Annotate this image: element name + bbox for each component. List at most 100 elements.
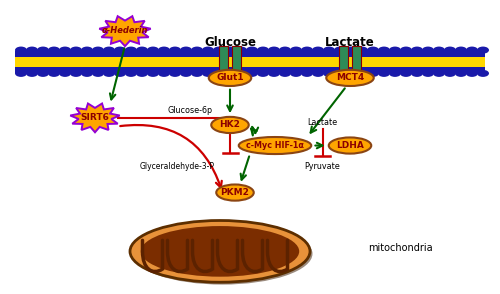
Bar xyxy=(232,46,241,77)
Circle shape xyxy=(466,70,478,77)
Text: Lactate: Lactate xyxy=(308,118,338,126)
Circle shape xyxy=(279,46,291,54)
Circle shape xyxy=(268,46,280,54)
Circle shape xyxy=(235,70,247,77)
Text: LDHA: LDHA xyxy=(336,141,364,150)
Text: Lactate: Lactate xyxy=(325,36,375,49)
Circle shape xyxy=(378,70,390,77)
Circle shape xyxy=(70,46,82,54)
Text: c-Myc HIF-1α: c-Myc HIF-1α xyxy=(246,141,304,150)
Circle shape xyxy=(169,70,181,77)
Circle shape xyxy=(147,46,159,54)
Circle shape xyxy=(180,46,192,54)
Bar xyxy=(339,46,348,77)
Text: Glucose-6p: Glucose-6p xyxy=(168,106,212,115)
Circle shape xyxy=(389,46,401,54)
Circle shape xyxy=(92,70,104,77)
Circle shape xyxy=(158,46,170,54)
Circle shape xyxy=(191,70,203,77)
Circle shape xyxy=(169,46,181,54)
Circle shape xyxy=(466,46,478,54)
Circle shape xyxy=(444,46,456,54)
Circle shape xyxy=(158,70,170,77)
Circle shape xyxy=(257,46,269,54)
Circle shape xyxy=(323,46,335,54)
Circle shape xyxy=(477,70,489,77)
Ellipse shape xyxy=(211,117,249,133)
Bar xyxy=(15,56,485,67)
Circle shape xyxy=(455,46,467,54)
Circle shape xyxy=(279,70,291,77)
Text: HK2: HK2 xyxy=(220,121,240,129)
Circle shape xyxy=(433,46,445,54)
Circle shape xyxy=(345,46,357,54)
Circle shape xyxy=(290,46,302,54)
Circle shape xyxy=(378,46,390,54)
Circle shape xyxy=(92,46,104,54)
Circle shape xyxy=(26,46,38,54)
Ellipse shape xyxy=(209,70,252,86)
Text: PKM2: PKM2 xyxy=(220,188,250,197)
Bar xyxy=(15,51,485,57)
Circle shape xyxy=(37,70,49,77)
Circle shape xyxy=(81,46,93,54)
Circle shape xyxy=(114,46,126,54)
Circle shape xyxy=(334,46,346,54)
Circle shape xyxy=(444,70,456,77)
Circle shape xyxy=(103,70,115,77)
Circle shape xyxy=(356,70,368,77)
Text: Glut1: Glut1 xyxy=(216,74,244,82)
Circle shape xyxy=(268,70,280,77)
Circle shape xyxy=(235,46,247,54)
Circle shape xyxy=(246,70,258,77)
Circle shape xyxy=(202,70,214,77)
Circle shape xyxy=(257,70,269,77)
Circle shape xyxy=(411,70,423,77)
Circle shape xyxy=(290,70,302,77)
Ellipse shape xyxy=(130,220,310,282)
Circle shape xyxy=(136,46,148,54)
Circle shape xyxy=(389,70,401,77)
Circle shape xyxy=(400,46,412,54)
Circle shape xyxy=(367,46,379,54)
Circle shape xyxy=(48,70,60,77)
Circle shape xyxy=(213,70,225,77)
Bar xyxy=(352,46,361,77)
Circle shape xyxy=(400,70,412,77)
Circle shape xyxy=(345,70,357,77)
Circle shape xyxy=(312,46,324,54)
Circle shape xyxy=(422,70,434,77)
Text: α-Hederin: α-Hederin xyxy=(102,26,148,35)
Circle shape xyxy=(15,70,27,77)
Circle shape xyxy=(202,46,214,54)
Circle shape xyxy=(15,46,27,54)
Circle shape xyxy=(224,70,236,77)
Circle shape xyxy=(323,70,335,77)
Ellipse shape xyxy=(132,223,312,285)
Circle shape xyxy=(213,46,225,54)
Ellipse shape xyxy=(141,226,299,277)
Text: Pyruvate: Pyruvate xyxy=(304,162,340,171)
Circle shape xyxy=(312,70,324,77)
Polygon shape xyxy=(70,103,120,132)
Bar xyxy=(15,67,485,73)
Circle shape xyxy=(70,70,82,77)
Circle shape xyxy=(81,70,93,77)
Polygon shape xyxy=(100,16,150,46)
Circle shape xyxy=(136,70,148,77)
Circle shape xyxy=(301,46,313,54)
Circle shape xyxy=(114,70,126,77)
Bar xyxy=(219,46,228,77)
Circle shape xyxy=(455,70,467,77)
Circle shape xyxy=(48,46,60,54)
Text: SIRT6: SIRT6 xyxy=(80,113,110,122)
Circle shape xyxy=(37,46,49,54)
Circle shape xyxy=(103,46,115,54)
Circle shape xyxy=(191,46,203,54)
Circle shape xyxy=(59,70,71,77)
Circle shape xyxy=(147,70,159,77)
Circle shape xyxy=(26,70,38,77)
Circle shape xyxy=(180,70,192,77)
Circle shape xyxy=(411,46,423,54)
Text: mitochondria: mitochondria xyxy=(368,243,432,253)
